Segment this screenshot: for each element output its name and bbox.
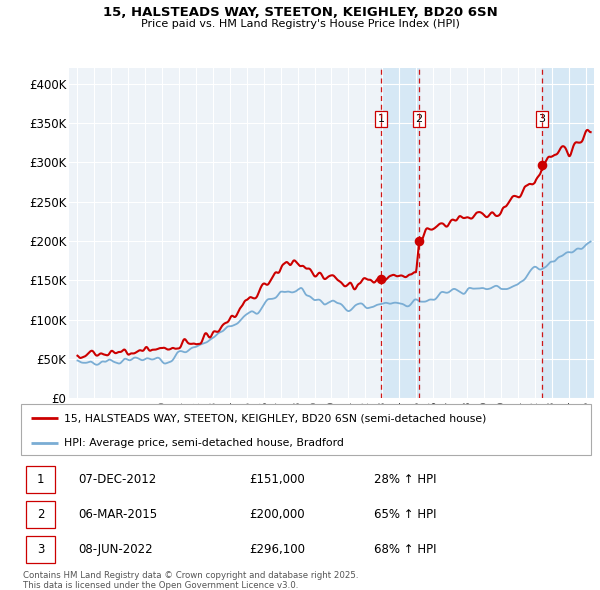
Point [414,236,424,245]
Text: 65% ↑ HPI: 65% ↑ HPI [374,508,437,521]
Bar [381,68,419,398]
Text: 1: 1 [37,473,44,486]
Text: This data is licensed under the Open Government Licence v3.0.: This data is licensed under the Open Gov… [23,581,298,589]
Text: 08-JUN-2022: 08-JUN-2022 [78,543,152,556]
Text: HPI: Average price, semi-detached house, Bradford: HPI: Average price, semi-detached house,… [64,438,344,447]
Text: 3: 3 [539,114,545,124]
Text: 1: 1 [377,114,385,124]
Text: 28% ↑ HPI: 28% ↑ HPI [374,473,437,486]
Point [538,160,547,170]
Text: £200,000: £200,000 [249,508,305,521]
Bar [26,466,55,493]
Text: 06-MAR-2015: 06-MAR-2015 [78,508,157,521]
Point [376,275,386,284]
Text: 2: 2 [37,508,44,521]
Text: 2: 2 [415,114,422,124]
Text: £296,100: £296,100 [249,543,305,556]
Text: 07-DEC-2012: 07-DEC-2012 [78,473,156,486]
Text: 15, HALSTEADS WAY, STEETON, KEIGHLEY, BD20 6SN: 15, HALSTEADS WAY, STEETON, KEIGHLEY, BD… [103,6,497,19]
Bar [542,68,594,398]
Text: Price paid vs. HM Land Registry's House Price Index (HPI): Price paid vs. HM Land Registry's House … [140,19,460,29]
Text: 15, HALSTEADS WAY, STEETON, KEIGHLEY, BD20 6SN (semi-detached house): 15, HALSTEADS WAY, STEETON, KEIGHLEY, BD… [64,413,486,423]
Text: £151,000: £151,000 [249,473,305,486]
Bar [26,536,55,563]
Text: 68% ↑ HPI: 68% ↑ HPI [374,543,437,556]
Text: Contains HM Land Registry data © Crown copyright and database right 2025.: Contains HM Land Registry data © Crown c… [23,571,358,579]
Text: 3: 3 [37,543,44,556]
Bar [26,500,55,528]
